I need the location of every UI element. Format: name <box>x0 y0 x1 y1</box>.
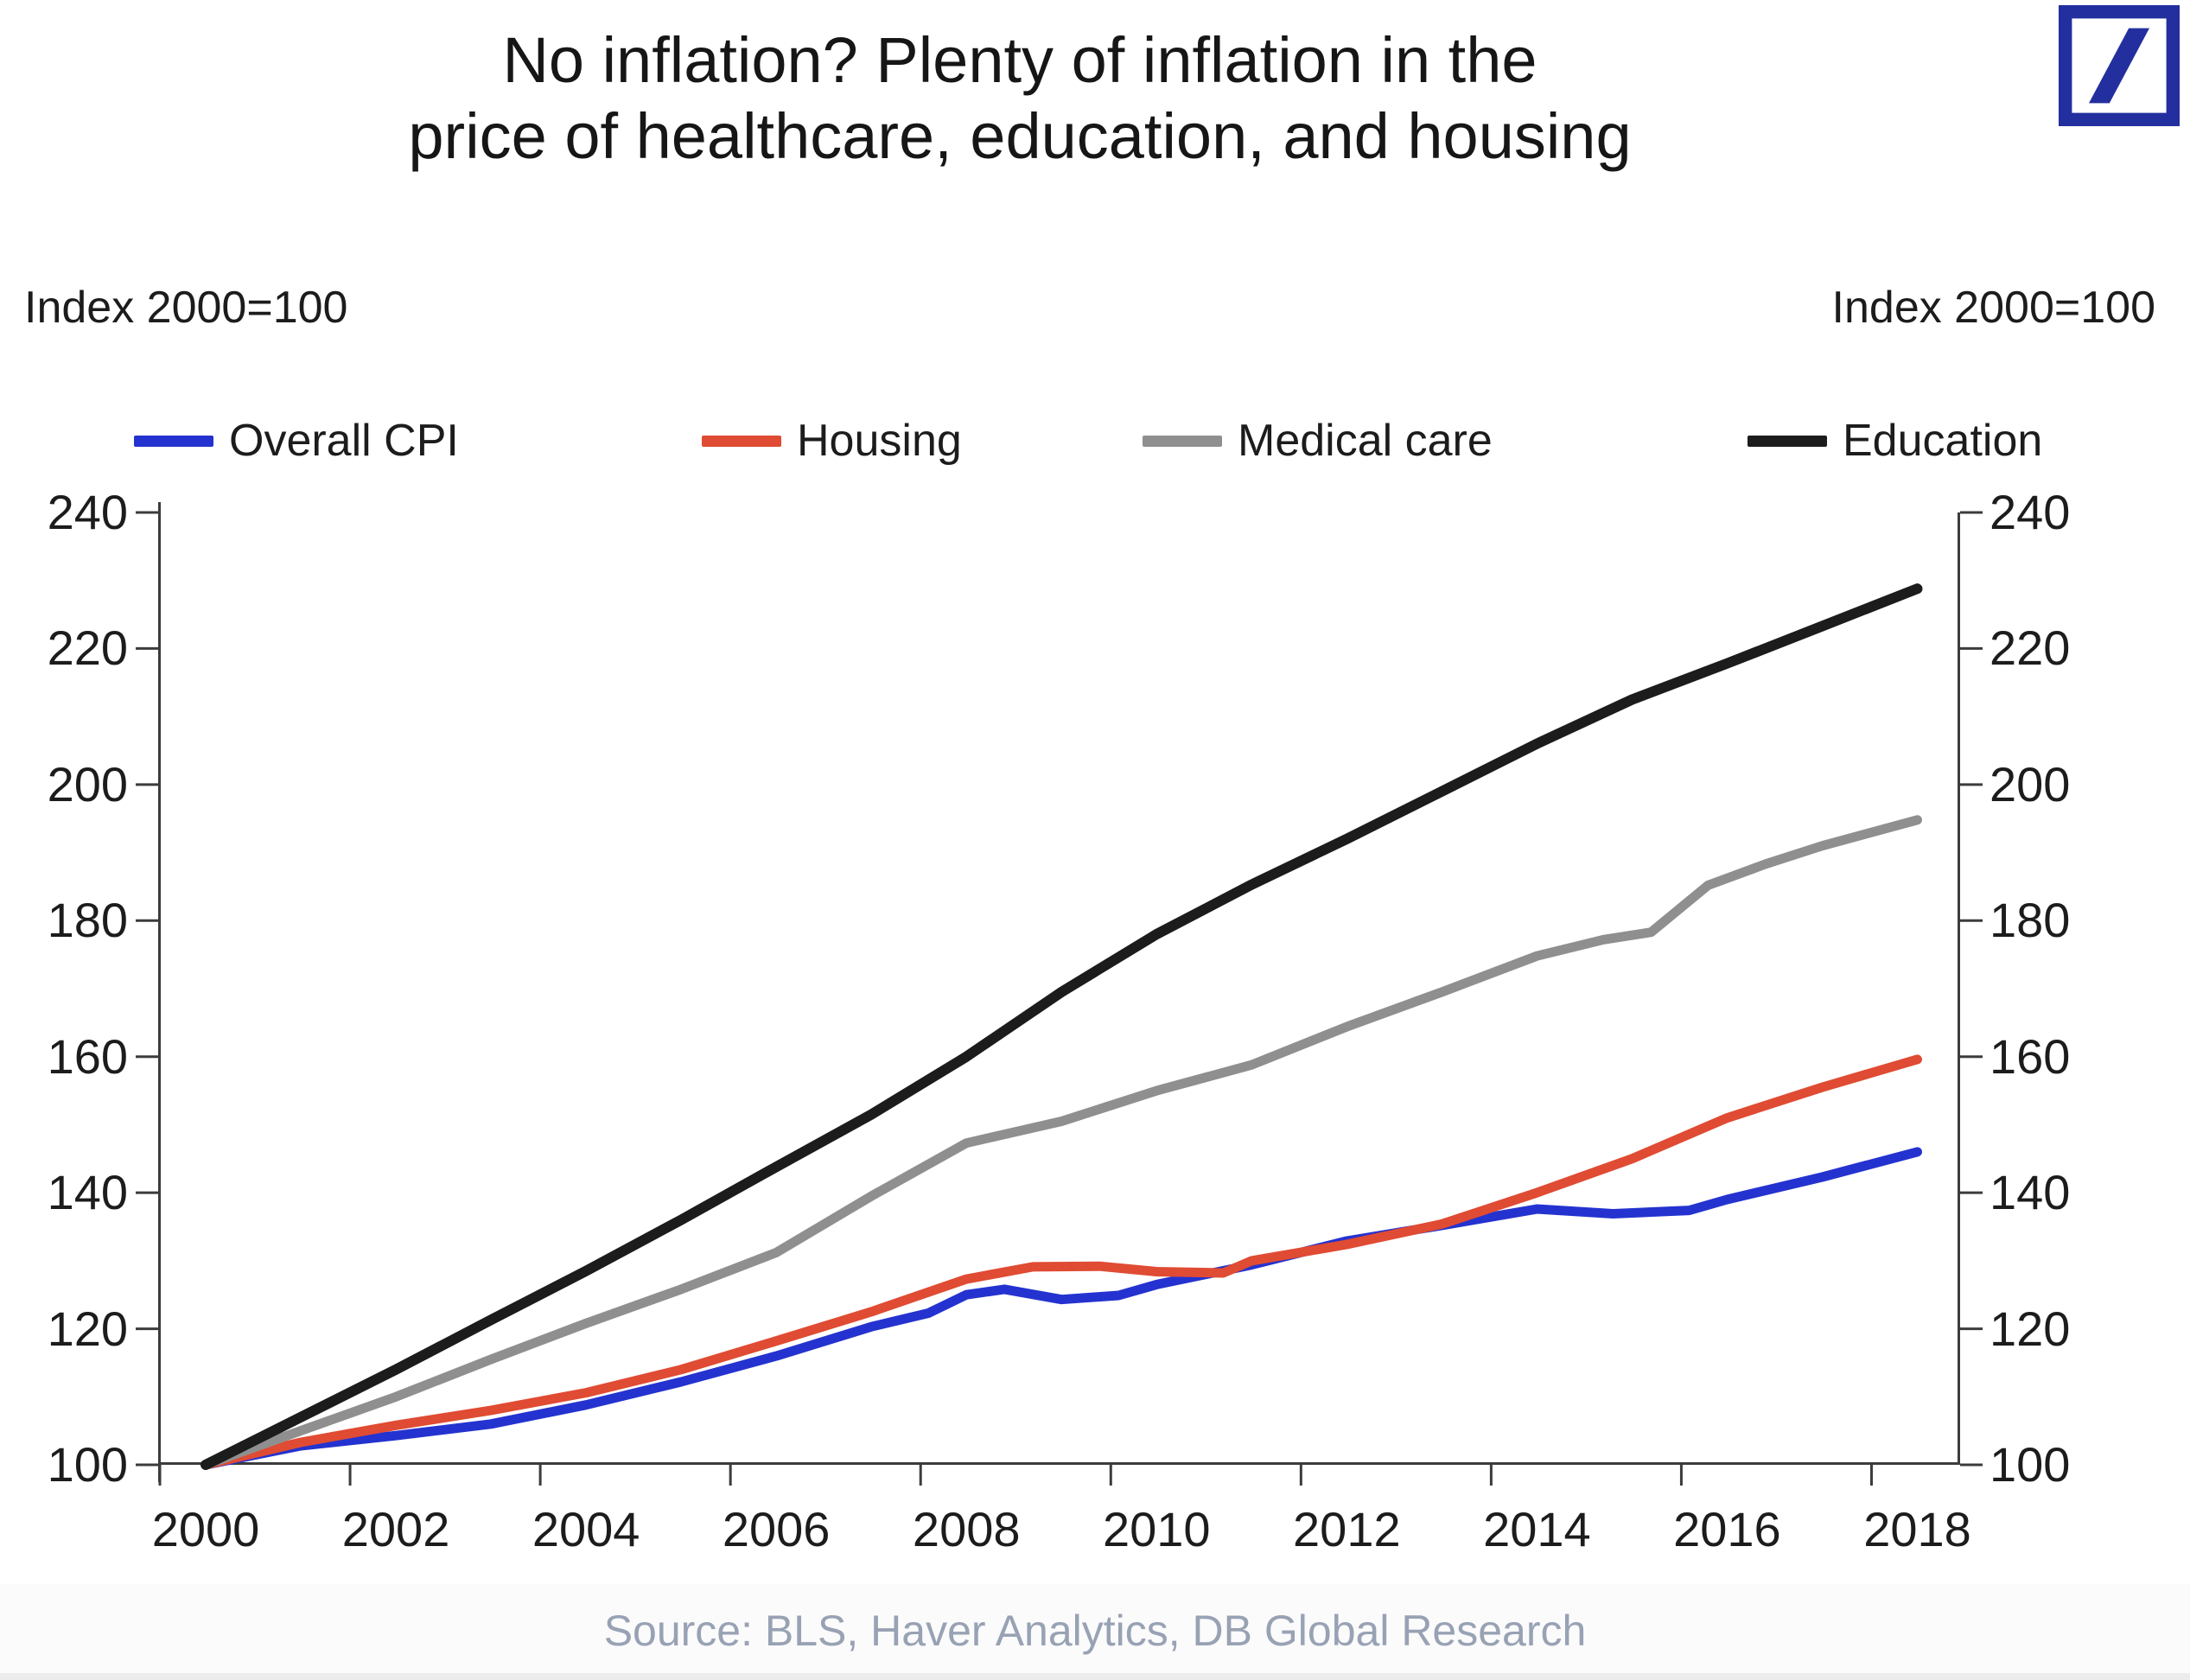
x-tick-label: 2004 <box>532 1502 640 1556</box>
overall-cpi-line-swatch-icon <box>134 435 213 447</box>
x-tick-label: 2006 <box>722 1502 831 1556</box>
y-tick-label-right: 200 <box>1989 756 2071 811</box>
y-tick-label-right: 120 <box>1989 1301 2071 1356</box>
x-tick-label: 2008 <box>912 1502 1021 1556</box>
x-tick-label: 2010 <box>1102 1502 1211 1556</box>
y-tick-label-left: 120 <box>47 1301 128 1356</box>
y-tick-label-right: 100 <box>1989 1437 2071 1492</box>
x-tick-label: 2000 <box>151 1502 260 1556</box>
legend-label-overall-cpi: Overall CPI <box>229 416 459 466</box>
x-tick-label: 2014 <box>1483 1502 1591 1556</box>
y-tick-label-left: 160 <box>47 1028 128 1084</box>
series-line-medical-care <box>201 815 1922 1470</box>
legend-item-medical-care: Medical care <box>1143 406 1493 475</box>
legend-label-medical-care: Medical care <box>1238 416 1493 466</box>
plot-svg <box>136 502 1983 1486</box>
right-axis-caption: Index 2000=100 <box>1831 283 2155 333</box>
y-tick-label-right: 240 <box>1989 485 2071 539</box>
y-tick-label-left: 100 <box>47 1437 128 1492</box>
y-tick-label-right: 180 <box>1989 893 2071 948</box>
left-axis-caption: Index 2000=100 <box>24 283 348 333</box>
x-tick-label: 2012 <box>1293 1502 1401 1556</box>
education-line-swatch-icon <box>1748 435 1827 447</box>
deutsche-bank-logo-icon <box>2059 5 2180 126</box>
y-tick-label-left: 200 <box>47 756 128 811</box>
y-tick-label-left: 220 <box>47 620 128 676</box>
medical-care-line-swatch-icon <box>1143 435 1222 447</box>
page-title-line1: No inflation? Plenty of inflation in the <box>502 24 1537 96</box>
legend-item-education: Education <box>1748 406 2042 475</box>
y-tick-label-left: 140 <box>47 1165 128 1220</box>
series-line-education <box>201 583 1923 1470</box>
y-tick-label-left: 180 <box>47 893 128 948</box>
legend-label-education: Education <box>1843 416 2043 466</box>
page-title-line2: price of healthcare, education, and hous… <box>408 100 1632 172</box>
source-note: Source: BLS, Haver Analytics, DB Global … <box>603 1607 1587 1655</box>
y-tick-label-right: 140 <box>1989 1165 2071 1220</box>
y-tick-label-right: 220 <box>1989 620 2071 676</box>
source-band <box>0 1584 2190 1680</box>
x-tick-label: 2018 <box>1863 1502 1971 1556</box>
housing-line-swatch-icon <box>702 435 781 447</box>
bottom-edge-divider <box>0 1673 2190 1680</box>
page-title: No inflation? Plenty of inflation in the… <box>0 22 2040 175</box>
x-tick-label: 2002 <box>341 1502 450 1556</box>
y-tick-label-right: 160 <box>1989 1028 2071 1084</box>
legend-label-housing: Housing <box>797 416 962 466</box>
series-line-overall-cpi <box>201 1147 1922 1470</box>
series-line-housing <box>201 1054 1922 1470</box>
legend-item-overall-cpi: Overall CPI <box>134 406 459 475</box>
legend-item-housing: Housing <box>702 406 962 475</box>
y-tick-label-left: 240 <box>47 485 128 539</box>
x-tick-label: 2016 <box>1673 1502 1781 1556</box>
